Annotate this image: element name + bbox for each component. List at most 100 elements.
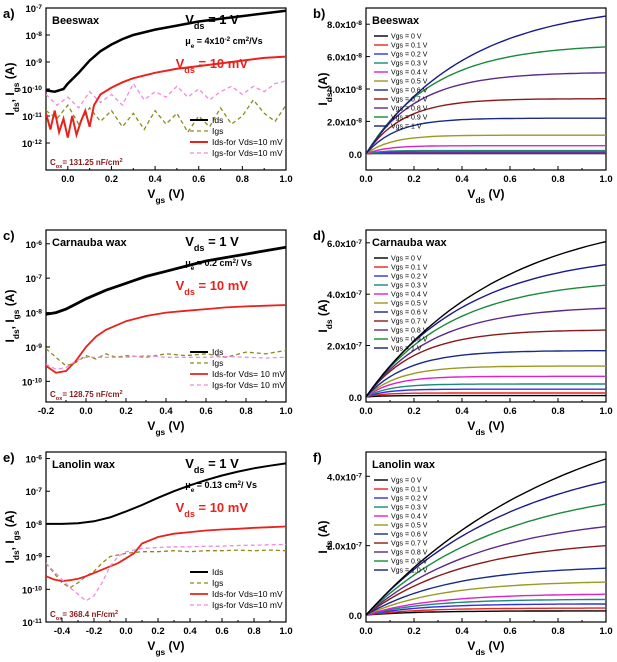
data-layer [46, 9, 286, 139]
legend-label: Vgs = 0 V [391, 34, 422, 41]
cox-label: Cox= 128.75 nF/cm2 [50, 390, 123, 402]
y-tick-label: 0.0 [349, 611, 362, 622]
panel-title: Beeswax [372, 15, 420, 27]
x-axis-label: Vgs (V) [147, 419, 184, 437]
x-tick-label: 0.2 [407, 174, 420, 185]
y-axis-label: Ids (A) [316, 72, 334, 105]
y-tick-label: 4.0x10-7 [327, 290, 362, 302]
series-line [366, 15, 606, 155]
legend-label: Igs [212, 358, 223, 368]
legend-label: Vgs = 0.8 V [391, 550, 428, 557]
x-tick-label: 0.2 [407, 406, 420, 417]
x-tick-label: 0.6 [199, 406, 212, 417]
panel-title: Lanolin wax [52, 459, 116, 471]
series-line [366, 388, 606, 398]
x-tick-label: 0.0 [61, 174, 74, 185]
series-line [366, 394, 606, 398]
series-line [46, 304, 286, 374]
panel-letter: d) [313, 228, 325, 243]
series-line [366, 134, 606, 155]
x-tick-label: -0.2 [86, 626, 102, 637]
panel-e: e) Lanolin wax -0.4 -0.2 0.0 0.2 0.4 0.6 0.8 1.0 1… [3, 450, 293, 657]
panel-f: f) Lanolin wax 0.0 0.2 0.4 0.6 0.8 1.0 0.0 2.0x10… [313, 450, 613, 657]
y-tick-label: 10-11 [22, 112, 42, 124]
series-line [366, 284, 606, 398]
legend-label: Vgs = 0.1 V [391, 265, 428, 272]
panel-title: Lanolin wax [372, 459, 436, 471]
x-tick-label: 1.0 [599, 174, 612, 185]
x-tick-label: 0.8 [247, 626, 260, 637]
legend-label: Vgs = 0 V [391, 478, 422, 485]
y-tick-label: 10-6 [26, 454, 43, 466]
panel-c: c) Carnauba wax -0.2 0.0 0.2 0.4 0.6 0.8 1.0 10-1… [3, 228, 293, 437]
series-line [46, 98, 286, 134]
x-axis-label: Vds (V) [467, 639, 504, 657]
y-tick-label: 10-7 [26, 487, 43, 499]
x-tick-label: 0.0 [79, 406, 92, 417]
x-tick-label: 0.0 [359, 406, 372, 417]
vds-10mv-label: Vds = 10 mV [176, 56, 249, 75]
legend-label: Vgs = 0.9 V [391, 559, 428, 566]
plot-frame [45, 451, 287, 623]
series-line [366, 350, 606, 398]
x-tick-label: 0.4 [148, 174, 162, 185]
panel-letter: f) [313, 450, 322, 465]
x-tick-label: 0.4 [455, 406, 469, 417]
legend-label: Vgs = 0.8 V [391, 328, 428, 335]
legend-label: Vgs = 0.6 V [391, 310, 428, 317]
y-tick-label: 8.0x10-8 [327, 20, 362, 32]
y-tick-label: 10-6 [26, 239, 43, 251]
series-line [366, 307, 606, 398]
y-tick-label: 10-9 [26, 58, 43, 70]
legend-label: Vgs = 0.9 V [391, 115, 428, 122]
mobility-label: μe = 4x10-2 cm2/Vs [185, 36, 262, 50]
x-tick-label: -0.2 [38, 406, 54, 417]
data-layer [46, 245, 286, 374]
series-line [46, 9, 286, 93]
series-line [366, 151, 606, 155]
x-tick-label: 0.4 [159, 406, 173, 417]
series-line [366, 72, 606, 155]
y-tick-label: 0.0 [349, 150, 362, 161]
panel-letter: c) [3, 228, 15, 243]
series-line [46, 55, 286, 139]
y-tick-label: 10-7 [26, 4, 43, 16]
series-line [366, 610, 606, 616]
x-tick-label: 0.8 [551, 174, 564, 185]
legend-label: Igs-for Vds=10 mV [212, 600, 283, 610]
x-tick-label: 0.6 [503, 406, 516, 417]
data-layer [46, 462, 286, 602]
legend-label: Vgs = 1 V [391, 346, 422, 353]
legend-label: Vgs = 1 V [391, 124, 422, 131]
y-axis-label: Ids (A) [316, 299, 334, 332]
panel-letter: e) [3, 450, 15, 465]
legend-label: Vgs = 0.4 V [391, 70, 428, 77]
series-line [366, 149, 606, 155]
legend-label: Vgs = 0.4 V [391, 514, 428, 521]
series-line [366, 525, 606, 616]
series-line [366, 480, 606, 616]
y-tick-label: 10-9 [26, 552, 43, 564]
legend-label: Vgs = 0.2 V [391, 496, 428, 503]
y-tick-label: 10-8 [26, 31, 43, 43]
x-tick-label: 0.0 [119, 626, 132, 637]
series-line [366, 383, 606, 398]
y-axis-label: Ids (A) [316, 520, 334, 553]
panel-b: b) Beeswax 0.0 0.2 0.4 0.6 0.8 1.0 0.0 2.0x10-8 4.… [313, 6, 613, 205]
y-tick-label: 2.0x10-7 [327, 341, 362, 353]
legend-label: Vgs = 0.4 V [391, 292, 428, 299]
x-axis-label: Vgs (V) [147, 187, 184, 205]
vds-1v-label: Vds = 1 V [185, 12, 239, 31]
legend-label: Vgs = 0.8 V [391, 106, 428, 113]
x-tick-label: 0.8 [239, 406, 252, 417]
vds-1v-label: Vds = 1 V [185, 456, 239, 475]
series-line [366, 375, 606, 398]
x-tick-label: 0.2 [151, 626, 164, 637]
series-line [366, 240, 606, 398]
x-axis-label: Vds (V) [467, 187, 504, 205]
panel-letter: b) [313, 6, 325, 21]
x-tick-label: 1.0 [279, 174, 292, 185]
y-tick-label: 6.0x10-8 [327, 52, 362, 64]
panel-title: Beeswax [52, 15, 100, 27]
